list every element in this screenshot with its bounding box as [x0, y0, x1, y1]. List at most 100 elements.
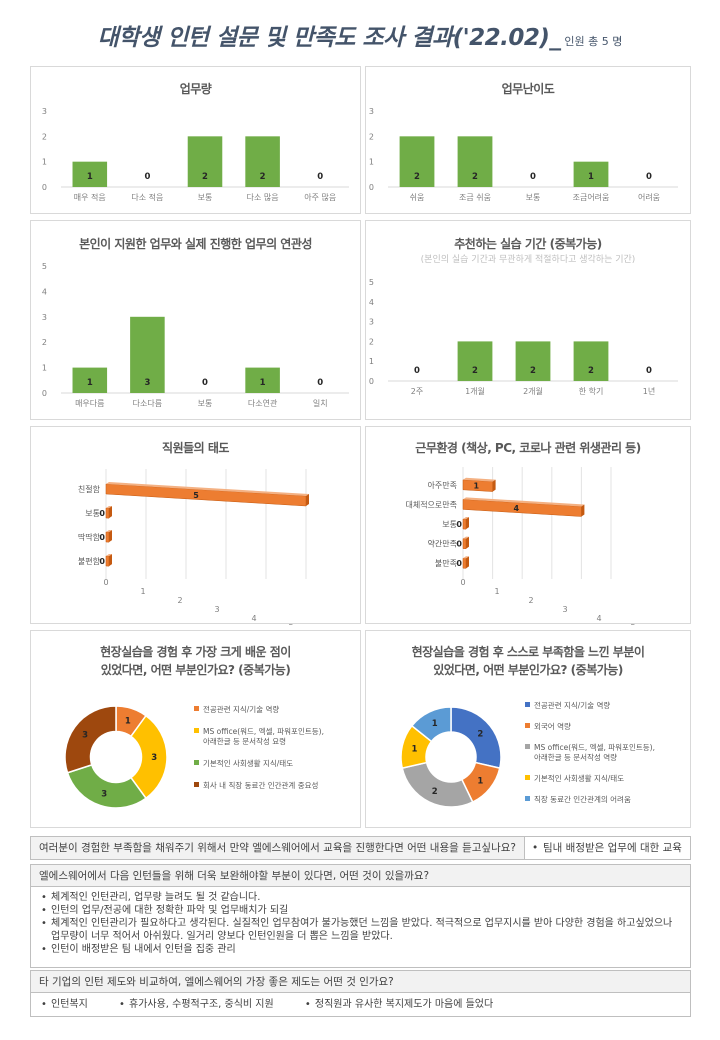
data-label: 3 [144, 378, 150, 388]
page-title: 대학생 인턴 설문 및 만족도 조사 결과('22.02)_ 인원 총 5 명 [0, 18, 720, 52]
x-tick-label: 일치 [313, 399, 328, 408]
legend-swatch [525, 744, 530, 749]
legend-swatch [525, 702, 530, 707]
x-tick-label: 1개월 [465, 386, 485, 396]
data-label: 0 [646, 172, 652, 182]
y-tick-label: 친절함 [78, 484, 101, 494]
y-tick-label: 0 [369, 183, 374, 192]
y-tick-label: 2 [42, 132, 47, 141]
bar-top [106, 554, 112, 557]
chart-title: 추천하는 실습 기간 (중복가능) [454, 237, 602, 251]
data-label: 1 [432, 719, 438, 729]
bar-top [463, 477, 496, 482]
x-tick-label: 다소연관 [248, 398, 278, 408]
bar-top [106, 482, 309, 496]
answer-item: 체계적인 인턴관리, 업무량 늘려도 될 것 같습니다. [39, 891, 682, 904]
x-tick-label: 2주 [411, 387, 423, 396]
pie-slice [401, 761, 474, 808]
data-label: 2 [202, 172, 208, 182]
bar-end [466, 556, 469, 569]
x-tick-label: 5 [630, 623, 635, 625]
data-label: 0 [414, 366, 420, 376]
chart-difficulty: 0 1 2 3 2 쉬움 2 조금 쉬움 0 보통 1 조금어려움 0 어려움 [369, 107, 678, 202]
data-label: 0 [99, 509, 105, 518]
legend-entry: 기본적인 사회생활 지식/태도 [534, 773, 624, 783]
legend-entry: 직장 동료간 인간관계의 어려움 [534, 794, 631, 804]
question-1-answer: • 팀내 배정받은 업무에 대한 교육 [532, 842, 682, 854]
question-2-answers: 체계적인 인턴관리, 업무량 늘려도 될 것 같습니다. 인턴의 업무/전공에 … [31, 887, 690, 960]
y-tick-label: 약간만족 [428, 539, 457, 549]
x-tick-label: 다소다름 [133, 399, 162, 408]
legend-entry: MS office(워드, 엑셀, 파워포인트등), [534, 742, 655, 752]
bar [105, 507, 110, 519]
y-tick-label: 1 [369, 158, 374, 167]
question-3-box: 타 기업의 인턴 제도와 비교하여, 엘에스웨어의 가장 좋은 제도는 어떤 것… [30, 970, 691, 1017]
data-label: 3 [101, 789, 107, 799]
data-label: 2 [472, 366, 478, 376]
x-tick-label: 보통 [526, 193, 541, 202]
y-tick-label: 4 [369, 298, 374, 307]
answer-item: 휴가사용, 수평적구조, 중식비 지원 [117, 999, 274, 1010]
bar-top [106, 506, 112, 509]
chart-title: 현장실습을 경험 후 가장 크게 배운 점이 있었다면, 어떤 부분인가요? (… [31, 643, 360, 679]
bar [105, 483, 307, 507]
chart-title-line: 있었다면, 어떤 부분인가요? (중복가능) [100, 663, 291, 677]
y-tick-label: 0 [369, 377, 374, 386]
bar-end [306, 494, 309, 506]
data-label: 2 [472, 172, 478, 182]
bar-end [466, 517, 469, 530]
legend-entry: 회사 내 직장 동료간 인간관계 중요성 [203, 780, 318, 790]
data-label: 2 [260, 172, 266, 182]
x-tick-label: 조금어려움 [573, 192, 610, 202]
legend-swatch [525, 796, 530, 801]
chart-title-line: 있었다면, 어떤 부분인가요? (중복가능) [433, 663, 623, 677]
bar [105, 555, 110, 567]
x-tick-label: 한 학기 [579, 386, 604, 396]
bar [515, 341, 551, 381]
x-tick-label: 1 [494, 587, 499, 596]
chart-title: 현장실습을 경험 후 스스로 부족함을 느낀 부분이 있었다면, 어떤 부분인가… [366, 643, 690, 679]
bar [457, 341, 493, 381]
data-label: 0 [646, 366, 652, 376]
pie-slice [410, 706, 452, 743]
y-tick-label: 대체적으로만족 [405, 499, 457, 509]
bar [573, 161, 609, 187]
legend-swatch [194, 706, 199, 711]
y-tick-label: 불만족 [435, 558, 457, 568]
chart-period: 0 1 2 3 4 5 0 2주 2 1개월 2 2개월 2 한 학기 0 1년 [369, 278, 678, 396]
x-tick-label: 0 [103, 578, 108, 587]
bar-top [463, 556, 469, 559]
x-tick-label: 매우 적음 [74, 192, 106, 202]
data-label: 0 [456, 520, 462, 529]
legend-entry: 아래한글 등 문서작성 역량 [534, 752, 617, 762]
bar [187, 136, 223, 187]
question-3-answers: 인턴복지 휴가사용, 수평적구조, 중식비 지원 정직원과 유사한 복지제도가 … [31, 993, 690, 1015]
y-tick-label: 보통 [442, 520, 457, 529]
legend-entry: 전공관련 지식/기술 역량 [203, 704, 279, 714]
x-tick-label: 3 [562, 605, 567, 614]
chart-title: 근무환경 (책상, PC, 코로나 관련 위생관리 등) [415, 441, 641, 455]
pie-slice [129, 714, 168, 800]
bar [245, 367, 280, 393]
answer-item: 체계적인 인턴관리가 필요하다고 생각된다. 실질적인 업무참여가 불가능했던 … [39, 917, 682, 943]
y-tick-label: 0 [42, 389, 47, 398]
answer-item: 인턴의 업무/전공에 대한 정확한 파악 및 업무배치가 되길 [39, 904, 682, 917]
data-label: 4 [513, 504, 519, 513]
x-tick-label: 다소 적음 [131, 192, 163, 202]
y-tick-label: 0 [42, 183, 47, 192]
y-tick-label: 보통 [85, 509, 100, 518]
x-tick-label: 어려움 [638, 192, 660, 202]
data-label: 1 [411, 745, 417, 755]
data-label: 0 [456, 559, 462, 568]
chart-subtitle: (본인의 실습 기간과 무관하게 적절하다고 생각하는 기간) [420, 255, 636, 265]
y-tick-label: 5 [369, 278, 374, 287]
question-1-text: 여러분이 경험한 부족함을 채워주기 위해서 만약 엘에스웨어에서 교육을 진행… [31, 837, 525, 859]
legend-entry: 아래한글 등 문서작성 요령 [203, 736, 286, 746]
x-tick-label: 1 [140, 587, 145, 596]
bar [462, 557, 467, 569]
bar [457, 136, 493, 187]
data-label: 0 [530, 172, 536, 182]
y-tick-label: 아주만족 [428, 480, 457, 490]
chart-panel-workload: 업무량 0 1 2 3 1 매우 적음 0 다소 적음 2 보통 2 다소 많음 0 아주 많음 [30, 66, 361, 214]
question-1-answer-text: 팀내 배정받은 업무에 대한 교육 [543, 842, 682, 854]
